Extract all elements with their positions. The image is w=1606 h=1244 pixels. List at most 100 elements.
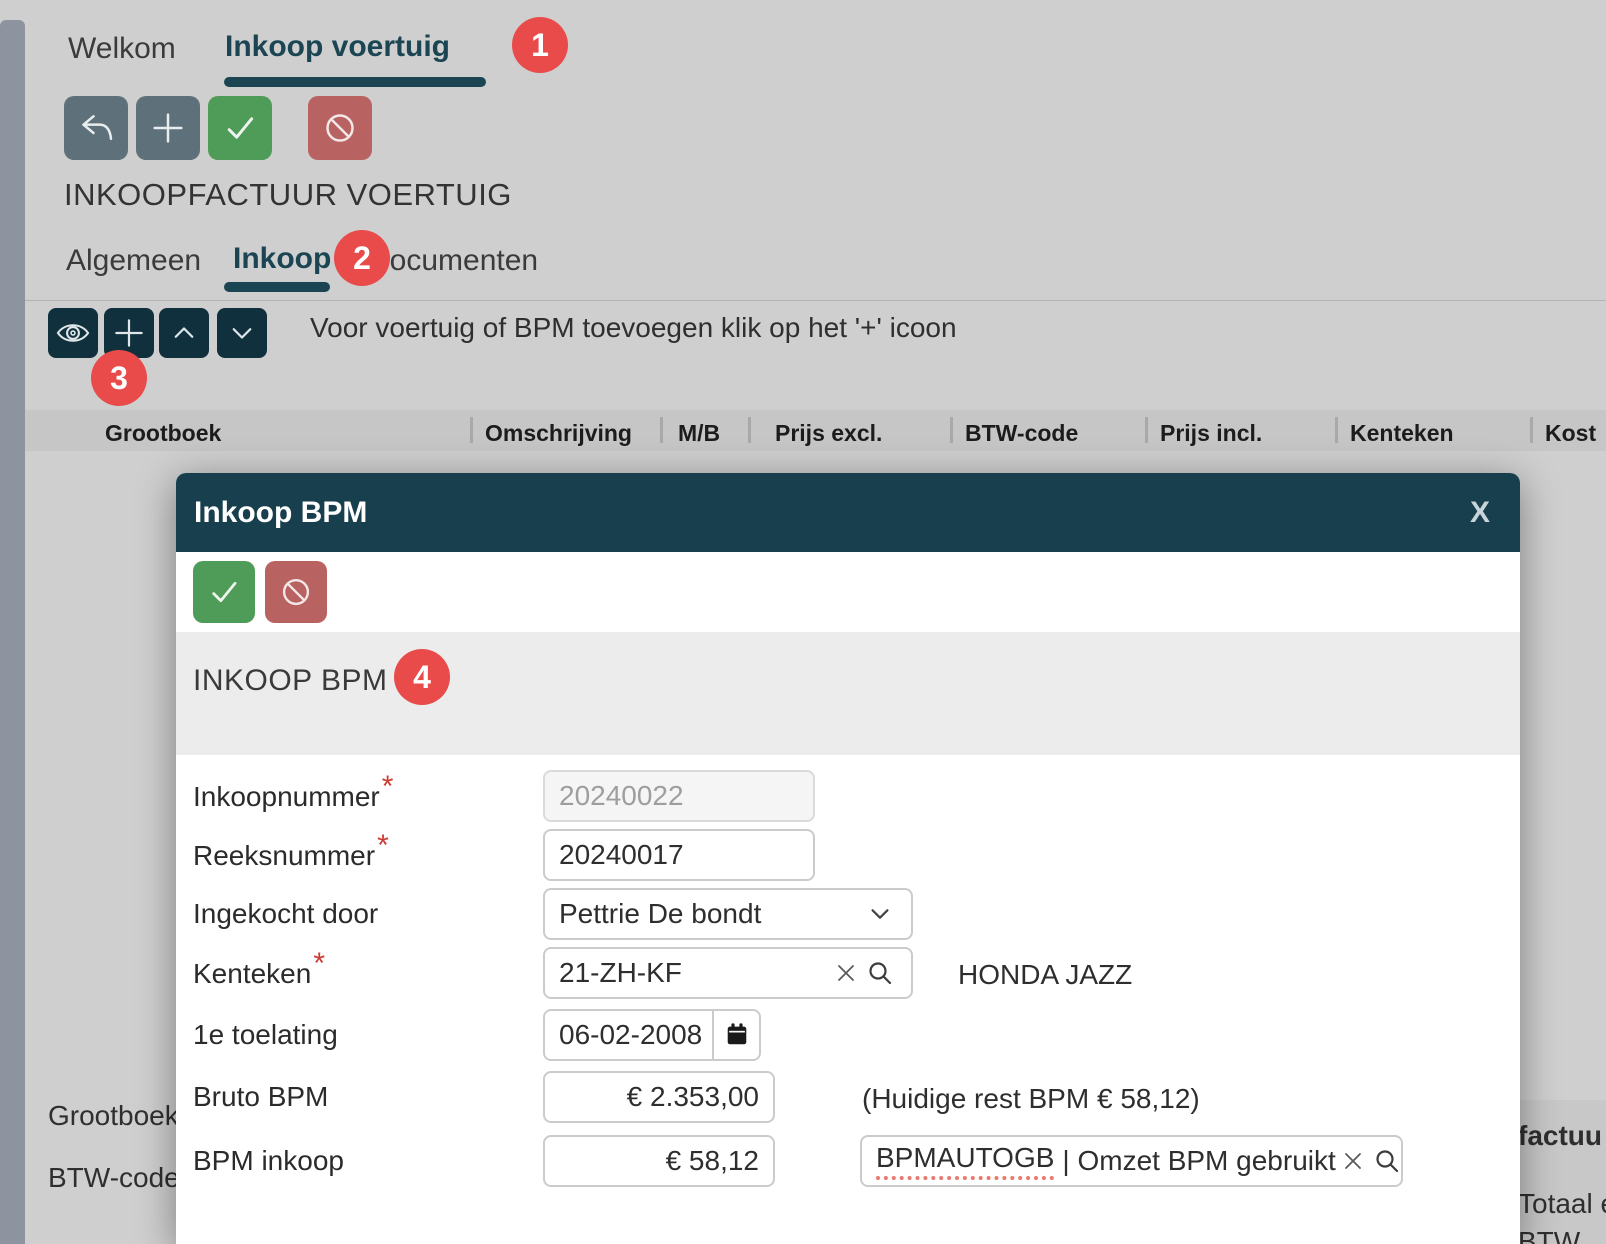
add-button[interactable] bbox=[136, 96, 200, 160]
undo-arrow-icon bbox=[76, 108, 116, 148]
tab-inkoop-voertuig[interactable]: Inkoop voertuig bbox=[225, 30, 450, 63]
chevron-down-icon bbox=[863, 897, 897, 931]
chevron-up-icon bbox=[166, 315, 202, 351]
required-asterisk: * bbox=[313, 947, 326, 980]
background-label-totaal: Totaal e bbox=[1518, 1188, 1606, 1219]
tab-welkom[interactable]: Welkom bbox=[68, 32, 176, 65]
inkoop-bpm-dialog: Inkoop BPM X INKOOP BPM Inkoopnummer* 20… bbox=[176, 473, 1520, 1244]
reeksnummer-label: Reeksnummer* bbox=[193, 829, 389, 871]
column-divider bbox=[1530, 417, 1533, 443]
annotation-badge-2: 2 bbox=[334, 230, 390, 286]
column-header-omschrijving: Omschrijving bbox=[485, 420, 632, 446]
vehicle-name-label: HONDA JAZZ bbox=[958, 959, 1133, 990]
dialog-save-button[interactable] bbox=[193, 561, 255, 623]
form-row-bruto-bpm: Bruto BPM € 2.353,00 (Huidige rest BPM €… bbox=[176, 1071, 1520, 1123]
annotation-badge-3: 3 bbox=[91, 350, 147, 406]
move-up-button[interactable] bbox=[159, 308, 209, 358]
calendar-button[interactable] bbox=[712, 1011, 759, 1059]
section-divider bbox=[25, 300, 1606, 301]
background-label-btw: BTW bbox=[1518, 1226, 1581, 1244]
bruto-bpm-label: Bruto BPM bbox=[193, 1081, 329, 1112]
column-divider bbox=[950, 417, 953, 443]
column-header-prijs-excl: Prijs excl. bbox=[775, 420, 883, 446]
form-row-bpm-inkoop: BPM inkoop € 58,12 BPMAUTOGB | Omzet BPM… bbox=[176, 1135, 1520, 1187]
calendar-icon bbox=[724, 1022, 750, 1048]
annotation-badge-1: 1 bbox=[512, 17, 568, 73]
bruto-bpm-field[interactable]: € 2.353,00 bbox=[543, 1071, 775, 1123]
column-divider bbox=[748, 417, 751, 443]
form-row-reeksnummer: Reeksnummer* 20240017 bbox=[176, 829, 1520, 881]
bpm-inkoop-field[interactable]: € 58,12 bbox=[543, 1135, 775, 1187]
column-divider bbox=[660, 417, 663, 443]
move-down-button[interactable] bbox=[217, 308, 267, 358]
kenteken-field[interactable]: 21-ZH-KF bbox=[543, 947, 913, 999]
required-asterisk: * bbox=[381, 770, 394, 803]
eye-icon bbox=[54, 314, 92, 352]
magnifier-icon[interactable] bbox=[1370, 1144, 1401, 1178]
column-header-grootboek: Grootboek bbox=[105, 420, 222, 446]
dialog-toolbar bbox=[176, 552, 1520, 632]
inkoopnummer-label: Inkoopnummer* bbox=[193, 770, 394, 812]
plus-icon bbox=[110, 314, 148, 352]
dialog-close-button[interactable]: X bbox=[1469, 495, 1490, 529]
form-row-1e-toelating: 1e toelating 06-02-2008 bbox=[176, 1009, 1520, 1061]
ingekocht-door-select[interactable]: Pettrie De bondt bbox=[543, 888, 913, 940]
reeksnummer-field[interactable]: 20240017 bbox=[543, 829, 815, 881]
tab-documenten[interactable]: Documenten bbox=[368, 244, 539, 277]
background-summary-panel bbox=[1518, 1100, 1606, 1244]
add-row-hint-text: Voor voertuig of BPM toevoegen klik op h… bbox=[310, 312, 957, 343]
undo-button[interactable] bbox=[64, 96, 128, 160]
background-label-btw-code: BTW-code bbox=[48, 1162, 180, 1193]
active-tab-underline bbox=[224, 77, 486, 87]
rest-bpm-hint: (Huidige rest BPM € 58,12) bbox=[862, 1083, 1200, 1114]
magnifier-icon[interactable] bbox=[863, 956, 897, 990]
cancel-ban-icon bbox=[320, 108, 360, 148]
background-label-factuur: factuu bbox=[1518, 1120, 1602, 1151]
column-divider bbox=[470, 417, 473, 443]
add-row-button[interactable] bbox=[104, 308, 154, 358]
dialog-section-title: INKOOP BPM bbox=[193, 664, 388, 697]
dialog-titlebar: Inkoop BPM X bbox=[176, 473, 1520, 552]
ingekocht-door-label: Ingekocht door bbox=[193, 898, 379, 929]
column-header-kenteken: Kenteken bbox=[1350, 420, 1454, 446]
save-button[interactable] bbox=[208, 96, 272, 160]
form-row-ingekocht-door: Ingekocht door Pettrie De bondt bbox=[176, 888, 1520, 940]
page-title: INKOOPFACTUUR VOERTUIG bbox=[64, 177, 512, 212]
background-label-grootboek: Grootboek bbox=[48, 1100, 179, 1131]
clear-x-icon[interactable] bbox=[829, 956, 863, 990]
bpm-grootboek-field[interactable]: BPMAUTOGB | Omzet BPM gebruikt bbox=[860, 1135, 1403, 1187]
annotation-badge-4: 4 bbox=[394, 649, 450, 705]
cancel-ban-icon bbox=[277, 573, 315, 611]
view-row-button[interactable] bbox=[48, 308, 98, 358]
active-subtab-underline bbox=[224, 282, 330, 292]
checkmark-icon bbox=[205, 573, 243, 611]
dialog-cancel-button[interactable] bbox=[265, 561, 327, 623]
tab-algemeen[interactable]: Algemeen bbox=[66, 244, 202, 277]
column-header-kost: Kost bbox=[1545, 420, 1597, 446]
column-header-prijs-incl: Prijs incl. bbox=[1160, 420, 1263, 446]
left-edge-strip bbox=[0, 20, 25, 1244]
clear-x-icon[interactable] bbox=[1336, 1144, 1370, 1178]
required-asterisk: * bbox=[377, 829, 389, 862]
column-divider bbox=[1145, 417, 1148, 443]
checkmark-icon bbox=[220, 108, 260, 148]
column-divider bbox=[1335, 417, 1338, 443]
dialog-title: Inkoop BPM bbox=[194, 495, 368, 529]
chevron-down-icon bbox=[224, 315, 260, 351]
inkoopnummer-field: 20240022 bbox=[543, 770, 815, 822]
form-row-kenteken: Kenteken* 21-ZH-KF HONDA JAZZ bbox=[176, 947, 1520, 999]
column-header-btw-code: BTW-code bbox=[965, 420, 1079, 446]
toelating-label: 1e toelating bbox=[193, 1019, 338, 1050]
toelating-date-field[interactable]: 06-02-2008 bbox=[543, 1009, 761, 1061]
table-header-row bbox=[25, 410, 1606, 451]
form-row-inkoopnummer: Inkoopnummer* 20240022 bbox=[176, 770, 1520, 822]
bpm-inkoop-label: BPM inkoop bbox=[193, 1145, 344, 1176]
plus-icon bbox=[148, 108, 188, 148]
tab-inkoop[interactable]: Inkoop bbox=[233, 242, 332, 275]
cancel-button[interactable] bbox=[308, 96, 372, 160]
dialog-section-band: INKOOP BPM bbox=[176, 632, 1520, 755]
kenteken-label: Kenteken* bbox=[193, 947, 326, 989]
dialog-form: Inkoopnummer* 20240022 Reeksnummer* 2024… bbox=[176, 755, 1520, 1244]
column-header-mb: M/B bbox=[678, 420, 721, 446]
